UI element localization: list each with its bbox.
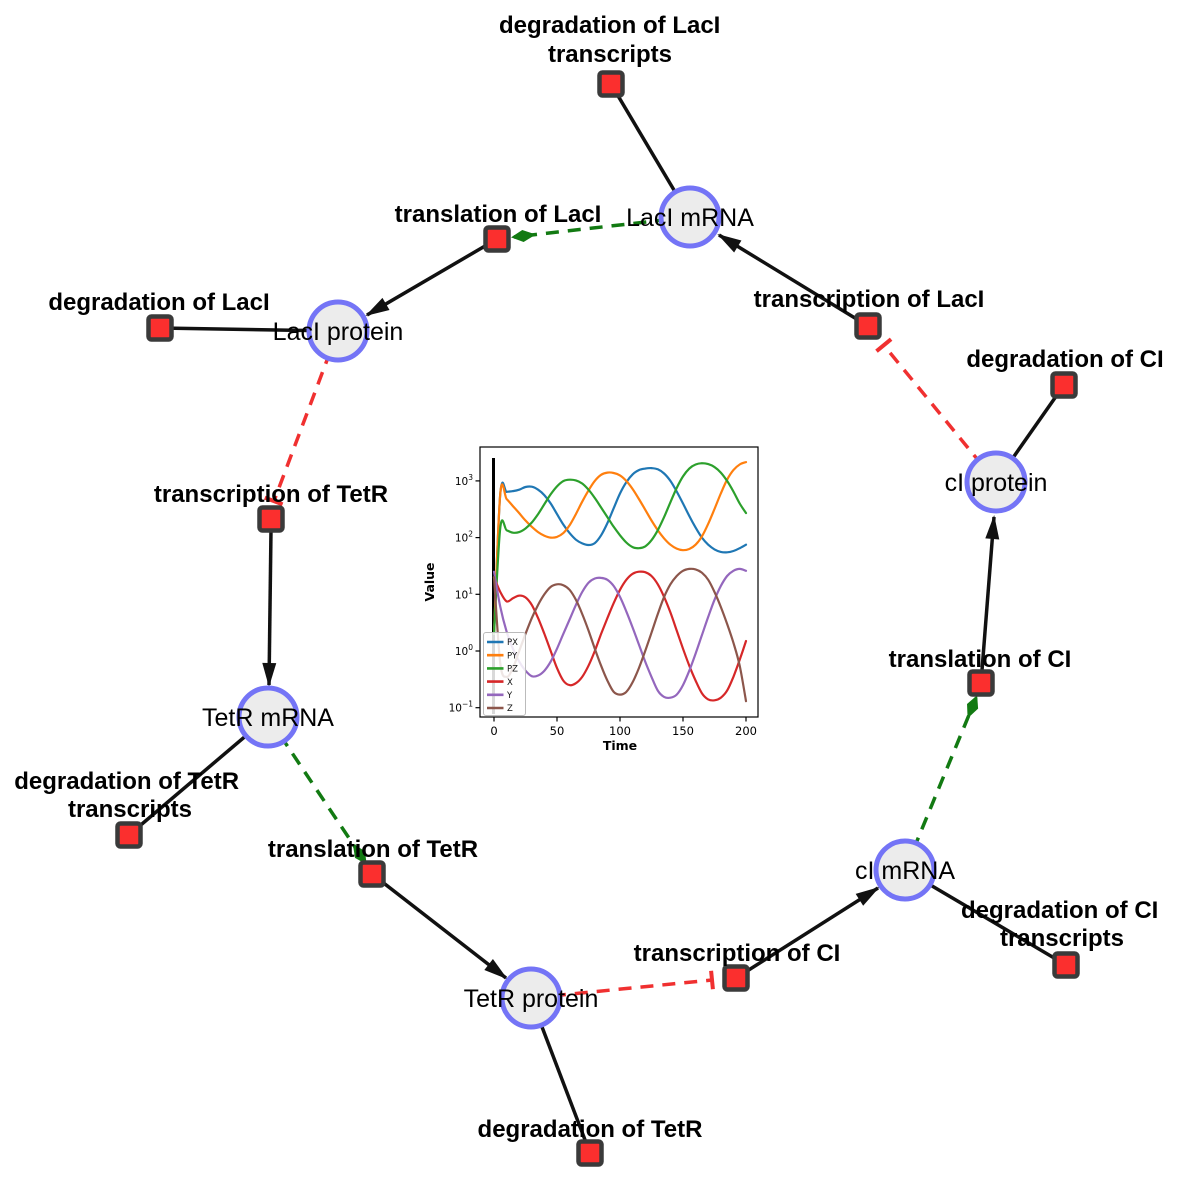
x-tick-label: 150 [672,724,694,738]
x-tick-label: 200 [735,724,757,738]
species-label-laci-protein: LacI protein [273,318,404,346]
edge-transcription-laci-to-laci-mrna [717,233,869,328]
edge-transcription-tetr-to-tetr-mrna [262,529,277,687]
y-tick-label: 103 [455,473,473,488]
reaction-label-translation-laci: translation of LacI [395,201,602,228]
inhibition-tee-transcription-tetr [264,495,284,507]
y-tick-label: 102 [455,530,473,545]
reaction-label-degradation-tetr-transcripts: degradation of TetR transcripts [14,768,246,823]
species-node-tetr-protein [499,966,563,1030]
legend-label-PZ: PZ [507,665,518,675]
legend-box [483,632,526,716]
reaction-label-degradation-ci: degradation of CI [966,346,1163,373]
species-nodes [236,185,1028,1030]
reaction-label-degradation-ci-transcripts: degradation of CI transcripts [961,897,1165,952]
species-label-tetr-mrna: TetR mRNA [202,704,334,732]
reaction-label-degradation-laci: degradation of LacI [48,289,269,316]
y-tick-label: 101 [455,586,473,601]
labels: LacI mRNA LacI protein TetR mRNA TetR pr… [14,12,1165,1143]
species-label-ci-protein: cI protein [945,469,1048,497]
reaction-node-transcription-laci [854,312,882,340]
x-tick-label: 100 [609,724,631,738]
y-axis-label: Value [422,562,437,601]
plot-series-PX [492,466,748,635]
edge-translation-ci-to-ci-protein [979,515,1000,684]
reaction-label-transcription-laci: transcription of LacI [754,286,985,313]
species-node-laci-mrna [658,185,722,249]
inhibition-tee-transcription-ci [709,970,715,990]
reaction-label-transcription-tetr: transcription of TetR [154,481,388,508]
reaction-node-translation-ci [967,669,995,697]
plot-series-Z [492,567,748,703]
y-tick-label: 100 [455,643,473,658]
edge-translation-tetr-to-tetr-protein [370,872,508,980]
y-tick-label: 10−1 [449,700,474,715]
species-node-ci-protein [964,450,1028,514]
legend-label-Y: Y [506,691,513,701]
time-series-plot: 0 50 100 150 200 10−1 100 101 102 103 Time Value PX P… [422,446,759,753]
reaction-label-degradation-laci-transcripts: degradation of LacI transcripts [499,12,727,68]
x-axis-label: Time [603,738,637,753]
reaction-node-degradation-tetr-transcripts [115,821,143,849]
reaction-node-translation-tetr [358,860,386,888]
plot-series-PY [492,461,748,635]
species-node-ci-mrna [873,838,937,902]
species-label-laci-mrna: LacI mRNA [626,204,754,232]
reaction-node-transcription-ci [722,964,750,992]
plot-series-X [492,570,748,702]
reaction-label-translation-ci: translation of CI [889,646,1072,673]
reaction-label-transcription-ci: transcription of CI [634,940,841,967]
reaction-nodes [115,70,1080,1167]
edge-transcription-ci-to-ci-mrna [735,886,880,980]
species-node-laci-protein [306,299,370,363]
reaction-node-degradation-laci [146,314,174,342]
reaction-node-degradation-tetr [576,1139,604,1167]
legend-label-X: X [507,678,513,688]
reaction-node-degradation-ci-transcripts [1052,951,1080,979]
inhibition-tee-transcription-laci [875,337,893,353]
species-label-tetr-protein: TetR protein [464,985,599,1013]
reaction-node-degradation-laci-transcripts [597,70,625,98]
x-tick-label: 0 [490,724,497,738]
reaction-label-translation-tetr: translation of TetR [268,836,478,863]
reaction-node-degradation-ci [1050,371,1078,399]
edge-translation-laci-to-laci-protein [365,237,498,317]
legend-label-PX: PX [507,638,518,648]
reaction-label-degradation-tetr: degradation of TetR [478,1116,703,1143]
species-node-tetr-mrna [236,685,300,749]
species-label-ci-mrna: cI mRNA [855,857,955,885]
reaction-node-transcription-tetr [257,505,285,533]
legend-label-Z: Z [507,704,513,714]
x-tick-label: 50 [550,724,565,738]
legend-label-PY: PY [507,651,518,661]
reaction-node-translation-laci [483,225,511,253]
plot-series-PZ [492,462,748,635]
plot-series-Y [492,567,748,700]
